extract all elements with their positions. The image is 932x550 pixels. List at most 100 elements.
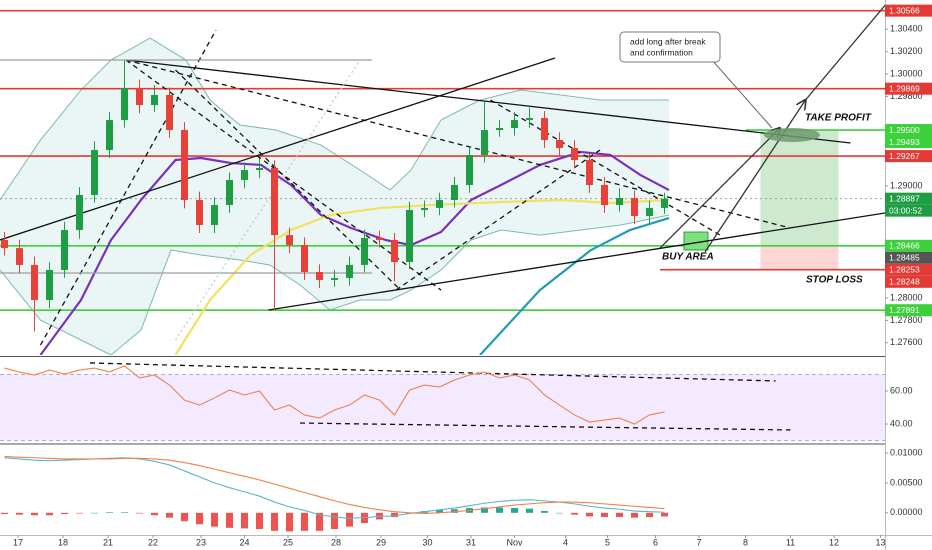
annotations: add long after break and confirmation TA… — [619, 31, 872, 286]
x-tick-label: 23 — [196, 537, 206, 547]
candle-body — [346, 264, 353, 279]
trendline — [125, 59, 851, 144]
x-tick-label: Nov — [506, 537, 523, 547]
histogram-bar — [331, 512, 338, 530]
x-tick-label: 31 — [466, 537, 476, 547]
callout-text: and confirmation — [630, 47, 693, 57]
candle-body — [256, 167, 263, 170]
histogram-bar — [616, 512, 623, 518]
histogram-bar — [601, 512, 608, 518]
x-tick-label: 5 — [605, 537, 610, 547]
histogram-bar — [661, 512, 668, 517]
trendline — [125, 59, 442, 291]
candle-body — [601, 185, 608, 206]
candle-body — [46, 270, 53, 301]
candle-body — [271, 167, 278, 236]
candle-body — [421, 207, 428, 210]
take-profit-label: TAKE PROFIT — [805, 113, 872, 124]
candle-body — [286, 235, 293, 246]
histogram-bar — [1, 512, 8, 515]
trendline — [704, 100, 806, 253]
candle-body — [556, 139, 563, 149]
candle-body — [196, 200, 203, 225]
candle-body — [541, 118, 548, 140]
callout-box — [619, 31, 721, 63]
stop-loss-label: STOP LOSS — [806, 275, 863, 286]
x-tick-label: 30 — [422, 537, 432, 547]
histogram-bar — [496, 507, 503, 513]
candle-body — [631, 197, 638, 217]
y-tick-label: 60.00 — [890, 385, 913, 395]
histogram-bar — [166, 512, 173, 518]
x-tick-label: 25 — [283, 537, 293, 547]
candle-body — [481, 130, 488, 155]
x-tick-label: 17 — [13, 537, 23, 547]
price-tag — [885, 304, 932, 317]
candle-body — [91, 150, 98, 195]
histogram-bar — [16, 512, 23, 515]
candle-body — [16, 248, 23, 265]
y-tick-label: 1.30200 — [890, 46, 923, 56]
price-tag — [885, 4, 932, 17]
histogram-bar — [556, 512, 563, 514]
trendline — [89, 362, 776, 382]
y-tick-label: 0.00000 — [890, 507, 923, 517]
candle-body — [136, 88, 143, 106]
candle-body — [121, 88, 128, 121]
candle-body — [181, 130, 188, 201]
candle-body — [211, 205, 218, 225]
histogram-bar — [181, 512, 188, 522]
price-tag — [885, 192, 932, 205]
x-tick-label: 13 — [875, 537, 885, 547]
price-tag-label: 1.28466 — [889, 241, 920, 251]
price-tag-label: 1.29500 — [889, 125, 920, 135]
histogram-bar — [61, 512, 68, 515]
x-tick-label: 7 — [696, 537, 701, 547]
y-tick-label: 1.28000 — [890, 292, 923, 302]
trendline — [268, 212, 885, 311]
histogram-bar — [586, 512, 593, 517]
trendline — [125, 59, 791, 229]
price-tag-label: 1.29267 — [889, 151, 920, 161]
candle-body — [511, 120, 518, 129]
histogram-bar — [391, 512, 398, 518]
trendline — [0, 57, 556, 241]
histogram-bar — [451, 509, 458, 513]
candle-body — [61, 230, 68, 271]
series-line — [4, 457, 665, 519]
price-tag-label: 1.29493 — [889, 137, 920, 147]
candle-body — [166, 94, 173, 131]
price-tag — [885, 251, 932, 264]
histogram-bar — [256, 512, 263, 530]
histogram-bar — [226, 512, 233, 528]
histogram-bar — [121, 512, 128, 513]
price-tag-label: 1.28248 — [889, 277, 920, 287]
price-tag — [885, 275, 932, 288]
histogram-bar — [136, 512, 143, 514]
series-line — [4, 365, 665, 425]
histogram-bar — [91, 512, 98, 514]
y-tick-label: 1.27800 — [890, 315, 923, 325]
histogram-bar — [301, 512, 308, 531]
moving-average — [39, 150, 670, 355]
histogram-bar — [481, 507, 488, 513]
price-tag — [885, 82, 932, 95]
price-tag-label: 1.30566 — [889, 5, 920, 15]
x-tick-label: 12 — [829, 537, 839, 547]
y-tick-label: 0.00500 — [890, 477, 923, 487]
candle-body — [331, 278, 338, 280]
x-tick-label: 18 — [58, 537, 68, 547]
price-tag-label: 1.28253 — [889, 265, 920, 275]
y-tick-label: 1.27600 — [890, 337, 923, 347]
x-tick-label: 6 — [653, 537, 658, 547]
candle-body — [301, 245, 308, 273]
candle-body — [241, 169, 248, 180]
price-tag-label: 1.27891 — [889, 305, 920, 315]
histogram-bar — [211, 512, 218, 527]
price-tag — [885, 136, 932, 149]
x-tick-label: 21 — [103, 537, 113, 547]
trendline — [659, 128, 780, 249]
callout-text: add long after break — [630, 36, 706, 46]
candle-body — [226, 179, 233, 206]
